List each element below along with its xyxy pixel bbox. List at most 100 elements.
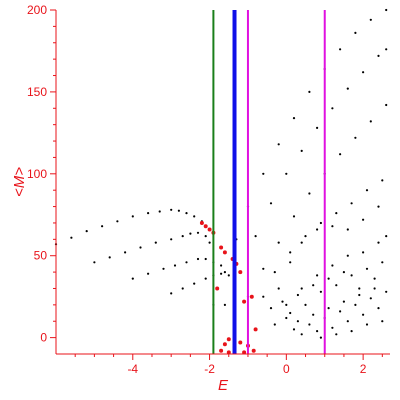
data-point bbox=[227, 274, 230, 277]
data-point bbox=[277, 241, 280, 244]
data-dots bbox=[54, 8, 388, 355]
data-point bbox=[124, 251, 127, 254]
data-point bbox=[285, 316, 288, 320]
data-point bbox=[158, 210, 161, 213]
data-point bbox=[358, 287, 361, 290]
data-point bbox=[354, 303, 357, 306]
data-point bbox=[147, 272, 150, 275]
data-point bbox=[300, 333, 303, 336]
data-point bbox=[296, 293, 299, 297]
data-point bbox=[204, 277, 207, 280]
data-point bbox=[354, 31, 357, 34]
data-point bbox=[381, 261, 384, 264]
data-point bbox=[262, 295, 265, 298]
data-point bbox=[262, 267, 265, 270]
data-point bbox=[269, 307, 273, 310]
data-point bbox=[362, 218, 365, 221]
data-point bbox=[189, 232, 192, 235]
data-point bbox=[262, 172, 265, 175]
data-point bbox=[170, 208, 173, 211]
y-tick-label: 150 bbox=[27, 85, 47, 99]
data-point bbox=[362, 313, 365, 316]
highlight-point bbox=[242, 299, 247, 304]
highlight-point bbox=[207, 227, 212, 232]
data-point bbox=[154, 241, 157, 244]
data-point bbox=[196, 231, 200, 234]
data-point bbox=[185, 212, 188, 215]
data-point bbox=[281, 300, 284, 303]
data-point bbox=[342, 271, 345, 274]
data-point bbox=[365, 267, 369, 270]
highlight-point bbox=[226, 350, 231, 355]
ticks: -4 -2 0 2 0 50 100 150 200 bbox=[27, 3, 383, 376]
data-point bbox=[285, 172, 288, 175]
data-point bbox=[289, 311, 292, 315]
data-point bbox=[377, 205, 380, 208]
data-point bbox=[204, 257, 207, 261]
data-point bbox=[319, 290, 322, 293]
data-point bbox=[335, 284, 338, 287]
data-point bbox=[316, 330, 319, 333]
data-point bbox=[362, 251, 365, 254]
data-point bbox=[308, 323, 311, 326]
highlight-point bbox=[238, 340, 243, 345]
data-point bbox=[358, 293, 361, 297]
data-point bbox=[289, 251, 292, 254]
data-point bbox=[85, 230, 88, 233]
data-point bbox=[204, 235, 207, 238]
data-point bbox=[319, 336, 322, 339]
data-point bbox=[342, 300, 345, 303]
data-point bbox=[339, 153, 342, 156]
data-point bbox=[177, 209, 180, 212]
data-point bbox=[385, 290, 388, 293]
data-point bbox=[170, 292, 173, 295]
data-point bbox=[131, 215, 134, 218]
data-point bbox=[365, 189, 369, 192]
data-point bbox=[285, 303, 288, 306]
x-axis-label: E bbox=[218, 377, 229, 394]
data-point bbox=[327, 277, 330, 280]
data-point bbox=[220, 272, 223, 275]
highlight-point bbox=[242, 350, 247, 355]
data-point bbox=[181, 287, 184, 290]
data-point bbox=[381, 179, 384, 182]
y-tick-label: 0 bbox=[40, 331, 47, 345]
highlight-point bbox=[219, 245, 224, 250]
data-point bbox=[365, 323, 369, 326]
data-point bbox=[346, 254, 349, 257]
highlight-point bbox=[253, 327, 258, 332]
data-point bbox=[308, 90, 311, 93]
data-point bbox=[300, 149, 303, 152]
data-point bbox=[346, 320, 349, 323]
data-point bbox=[377, 307, 380, 310]
data-point bbox=[93, 261, 96, 264]
highlight-point bbox=[251, 348, 256, 353]
highlight-point bbox=[219, 348, 224, 353]
data-point bbox=[331, 326, 334, 329]
data-point bbox=[319, 221, 322, 225]
data-point bbox=[335, 333, 338, 336]
axes bbox=[55, 10, 390, 355]
vertical-markers bbox=[212, 10, 326, 354]
data-point bbox=[173, 264, 177, 267]
highlight-point bbox=[226, 337, 231, 342]
data-point bbox=[147, 212, 150, 215]
data-point bbox=[296, 320, 299, 323]
data-point bbox=[108, 256, 111, 259]
data-point bbox=[316, 126, 319, 129]
y-tick-label: 200 bbox=[27, 3, 47, 17]
data-point bbox=[273, 323, 276, 326]
x-tick-label: 0 bbox=[283, 362, 290, 376]
data-point bbox=[254, 235, 257, 238]
data-point bbox=[292, 117, 296, 120]
data-point bbox=[385, 235, 388, 238]
data-point bbox=[220, 264, 223, 267]
data-point bbox=[193, 215, 196, 218]
y-tick-label: 100 bbox=[27, 167, 47, 181]
data-point bbox=[316, 228, 319, 231]
data-point bbox=[335, 212, 338, 215]
data-point bbox=[350, 202, 353, 205]
data-point bbox=[385, 8, 388, 12]
y-tick-label: 50 bbox=[34, 249, 48, 263]
